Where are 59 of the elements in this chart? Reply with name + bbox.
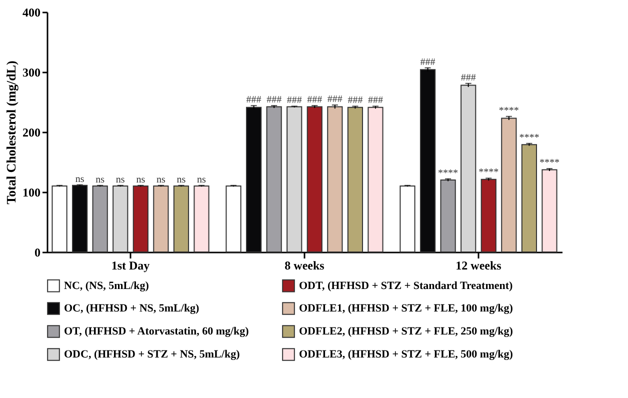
data-label: ****: [478, 167, 499, 178]
data-label: ###: [327, 94, 342, 105]
data-label: ns: [96, 174, 105, 186]
legend-label: ODC, (HFHSD + STZ + NS, 5mL/kg): [64, 348, 240, 360]
bar: [542, 169, 558, 252]
bar: [92, 186, 108, 252]
bar: [440, 180, 456, 252]
data-label: ****: [438, 168, 458, 179]
data-label: ###: [460, 72, 476, 84]
x-tick-label: 1st Day: [111, 258, 150, 272]
y-tick-label: 400: [22, 6, 40, 20]
x-tick-label: 12 weeks: [456, 258, 502, 272]
data-label: ###: [286, 95, 302, 106]
bar: [153, 186, 169, 252]
data-label: ****: [519, 132, 540, 144]
legend-label: ODFLE2, (HFHSD + STZ + FLE, 250 mg/kg): [299, 326, 514, 338]
y-tick-label: 300: [22, 66, 40, 80]
legend-label: ODT, (HFHSD + STZ + Standard Treatment): [299, 280, 514, 292]
legend-label: ODFLE3, (HFHSD + STZ + FLE, 500 mg/kg): [299, 348, 514, 360]
bar: [266, 106, 282, 252]
legend-label: ODFLE1, (HFHSD + STZ + FLE, 100 mg/kg): [299, 302, 514, 314]
data-label: ns: [197, 174, 206, 186]
bar: [460, 84, 476, 252]
data-label: ###: [266, 94, 282, 106]
bar: [306, 106, 322, 252]
data-label: ns: [176, 174, 186, 186]
bar: [194, 186, 210, 252]
legend-label: NC, (NS, 5mL/kg): [64, 280, 150, 292]
data-label: ###: [368, 95, 383, 106]
x-tick-label: 8 weeks: [284, 258, 325, 272]
bar: [173, 186, 190, 252]
bar: [368, 106, 384, 252]
data-label: ###: [307, 94, 322, 106]
bar: [52, 186, 68, 252]
data-label: ns: [75, 174, 84, 185]
bar: [112, 186, 128, 252]
bar: [226, 186, 242, 252]
data-label: ###: [246, 94, 262, 106]
data-label: ns: [116, 174, 125, 186]
bar: [286, 106, 302, 252]
legend-label: OC, (HFHSD + NS, 5mL/kg): [64, 302, 200, 314]
legend-label: OT, (HFHSD + Atorvastatin, 60 mg/kg): [64, 326, 250, 338]
data-label: ###: [420, 56, 436, 68]
y-axis-title: Total Cholesterol (mg/dL): [4, 60, 18, 204]
bar: [480, 178, 496, 252]
y-tick-label: 200: [22, 126, 40, 140]
bar: [521, 144, 537, 252]
bar: [327, 106, 343, 252]
data-label: ns: [136, 174, 146, 186]
y-tick-label: 0: [34, 246, 40, 260]
data-label: ****: [539, 158, 560, 169]
bar: [501, 118, 517, 252]
bar: [347, 106, 364, 252]
data-label: ns: [156, 174, 166, 186]
data-label: ****: [498, 105, 519, 116]
data-label: ###: [348, 95, 363, 106]
bar: [132, 186, 148, 252]
y-tick-label: 100: [22, 186, 40, 200]
bar: [400, 186, 416, 252]
